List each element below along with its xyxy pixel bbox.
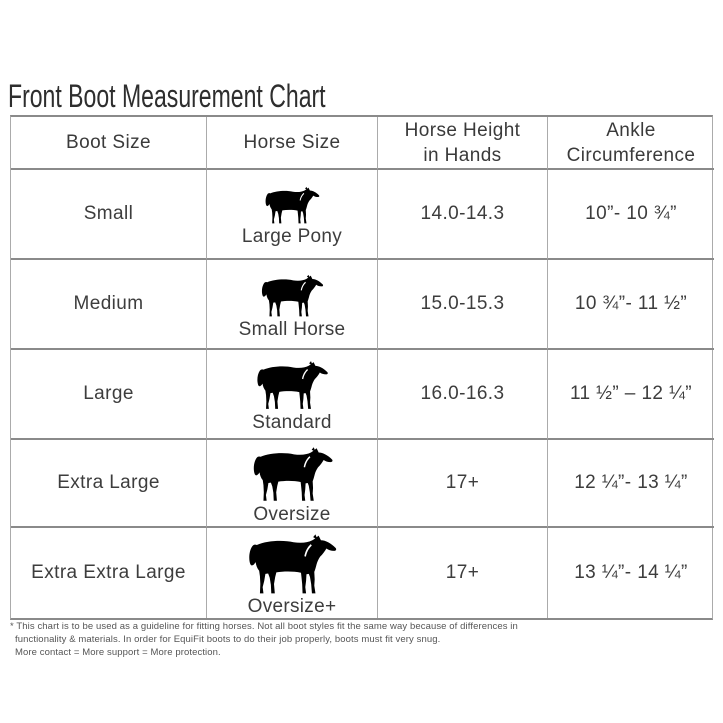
table-row-medium-boot-size: Medium bbox=[11, 260, 207, 350]
footnote-line: * This chart is to be used as a guidelin… bbox=[10, 621, 518, 632]
horse-silhouette-icon bbox=[249, 534, 337, 594]
column-header-boot-size: Boot Size bbox=[11, 117, 207, 170]
table-row-extra-large-ankle: 12 ¼”- 13 ¼” bbox=[548, 440, 714, 528]
horse-silhouette-icon bbox=[261, 274, 324, 316]
header-label: Horse Height bbox=[404, 119, 521, 141]
header-label: Ankle bbox=[606, 119, 656, 141]
horse-size-label: Standard bbox=[252, 412, 332, 433]
table-row-xxl-horse-size: Oversize+ bbox=[207, 528, 378, 618]
footnote-line: More contact = More support = More prote… bbox=[15, 647, 221, 658]
header-label: Boot Size bbox=[66, 132, 151, 153]
table-row-xxl-height: 17+ bbox=[378, 528, 548, 618]
table-row-medium-horse-size: Small Horse bbox=[207, 260, 378, 350]
ankle-circumference-value: 11 ½” – 12 ¼” bbox=[569, 383, 693, 404]
table-row-xxl-boot-size: Extra Extra Large bbox=[11, 528, 207, 618]
page-title: Front Boot Measurement Chart bbox=[8, 78, 326, 114]
horse-size-label: Oversize+ bbox=[247, 596, 337, 617]
table-row-small-height: 14.0-14.3 bbox=[378, 170, 548, 260]
table-row-medium-ankle: 10 ¾”- 11 ½” bbox=[548, 260, 714, 350]
table-row-small-ankle: 10”- 10 ¾” bbox=[548, 170, 714, 260]
table-row-small-boot-size: Small bbox=[11, 170, 207, 260]
measurement-table: Boot Size Horse Size Horse Height in Han… bbox=[10, 115, 714, 620]
horse-size-label: Small Horse bbox=[238, 318, 346, 340]
horse-height-value: 15.0-15.3 bbox=[420, 293, 505, 314]
header-label: Circumference bbox=[566, 144, 696, 166]
horse-height-value: 14.0-14.3 bbox=[420, 203, 505, 224]
header-label: in Hands bbox=[423, 144, 502, 166]
boot-size-value: Medium bbox=[73, 293, 144, 314]
ankle-circumference-value: 13 ¼”- 14 ¼” bbox=[574, 562, 688, 583]
horse-height-value: 17+ bbox=[445, 472, 480, 493]
ankle-circumference-value: 12 ¼”- 13 ¼” bbox=[574, 472, 688, 493]
horse-silhouette-icon bbox=[257, 361, 328, 409]
table-row-xxl-ankle: 13 ¼”- 14 ¼” bbox=[548, 528, 714, 618]
table-row-extra-large-horse-size: Oversize bbox=[207, 440, 378, 528]
table-row-large-boot-size: Large bbox=[11, 350, 207, 440]
table-row-medium-height: 15.0-15.3 bbox=[378, 260, 548, 350]
horse-size-label: Large Pony bbox=[241, 226, 343, 247]
horse-height-value: 17+ bbox=[445, 562, 480, 583]
horse-height-value: 16.0-16.3 bbox=[420, 383, 505, 404]
ankle-circumference-value: 10”- 10 ¾” bbox=[585, 203, 677, 224]
table-row-extra-large-boot-size: Extra Large bbox=[11, 440, 207, 528]
horse-silhouette-icon bbox=[253, 447, 333, 501]
table-row-large-ankle: 11 ½” – 12 ¼” bbox=[548, 350, 714, 440]
boot-size-value: Small bbox=[83, 203, 134, 224]
header-label: Horse Size bbox=[243, 132, 341, 153]
table-row-large-horse-size: Standard bbox=[207, 350, 378, 440]
table-row-large-height: 16.0-16.3 bbox=[378, 350, 548, 440]
boot-size-value: Large bbox=[83, 383, 134, 404]
table-row-small-horse-size: Large Pony bbox=[207, 170, 378, 260]
boot-size-value: Extra Extra Large bbox=[31, 562, 186, 583]
table-row-extra-large-height: 17+ bbox=[378, 440, 548, 528]
boot-size-value: Extra Large bbox=[57, 472, 160, 493]
column-header-horse-height: Horse Height in Hands bbox=[378, 117, 548, 170]
column-header-ankle-circumference: Ankle Circumference bbox=[548, 117, 714, 170]
footnote: * This chart is to be used as a guidelin… bbox=[10, 620, 518, 659]
column-header-horse-size: Horse Size bbox=[207, 117, 378, 170]
footnote-line: functionality & materials. In order for … bbox=[15, 634, 441, 645]
horse-size-label: Oversize bbox=[253, 504, 331, 525]
horse-silhouette-icon bbox=[265, 186, 320, 224]
ankle-circumference-value: 10 ¾”- 11 ½” bbox=[574, 293, 688, 314]
